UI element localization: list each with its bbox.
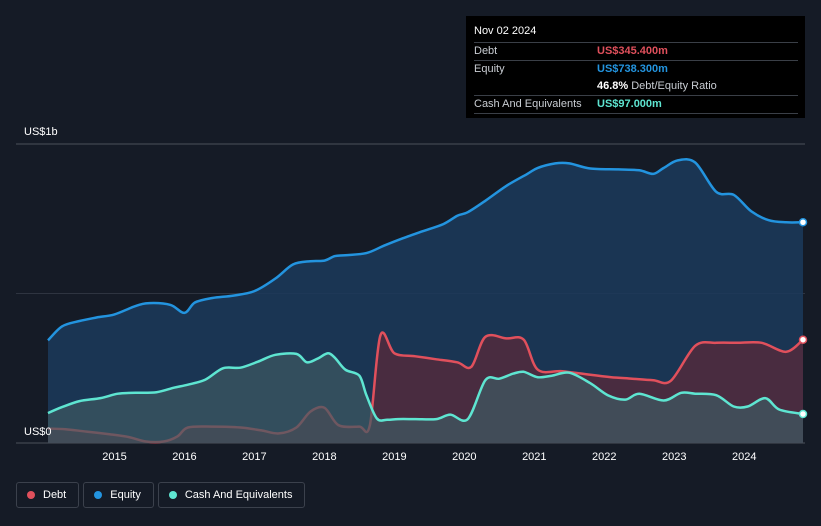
cash-dot-icon — [168, 491, 177, 499]
x-tick-label-2016: 2016 — [172, 451, 196, 463]
axis-layer: US$1b US$0 2015 2016 2017 2018 2019 2020 2021 2… — [24, 126, 756, 463]
x-tick-label-2022: 2022 — [592, 451, 616, 463]
tooltip-row-cash: Cash And Equivalents US$97.000m — [474, 95, 798, 114]
hover-tooltip: Nov 02 2024 Debt US$345.400m Equity US$7… — [466, 16, 805, 118]
series-line-equity — [47, 158, 804, 342]
tooltip-ratio-value: 46.8% — [597, 80, 629, 92]
debt-dot-icon — [27, 491, 35, 499]
tooltip-ratio-spacer — [474, 78, 597, 95]
x-tick-label-2024: 2024 — [732, 451, 756, 463]
x-tick-label-2017: 2017 — [242, 451, 266, 463]
tooltip-equity-label: Equity — [474, 63, 505, 75]
legend-cash-label: Cash And Equivalents — [184, 489, 293, 501]
series-line-cash-and-equivalents — [47, 352, 804, 422]
legend-item-cash[interactable]: Cash And Equivalents — [157, 482, 306, 508]
series-area-cash-and-equivalents — [48, 353, 803, 443]
series-end-marker-cash-and-equivalents — [798, 409, 808, 419]
series-layer — [47, 158, 804, 444]
end-markers — [798, 217, 808, 419]
tooltip-cash-label: Cash And Equivalents — [474, 98, 582, 110]
tooltip-date: Nov 02 2024 — [474, 25, 537, 37]
legend-item-debt[interactable]: Debt — [16, 482, 80, 508]
x-tick-label-2021: 2021 — [522, 451, 546, 463]
series-end-marker-equity — [798, 217, 808, 227]
tooltip-equity-value: US$738.300m — [597, 63, 668, 75]
tooltip-row-equity: Equity US$738.300m — [474, 60, 798, 78]
tooltip-row-ratio: 46.8% Debt/Equity Ratio — [474, 78, 798, 95]
legend-debt-label: Debt — [43, 489, 67, 501]
x-tick-label-2015: 2015 — [102, 451, 126, 463]
x-tick-label-2018: 2018 — [312, 451, 336, 463]
chart-legend: Debt Equity Cash And Equivalents — [16, 482, 306, 508]
y-axis-bottom-label: US$0 — [24, 426, 52, 438]
tooltip-debt-label: Debt — [474, 45, 498, 57]
x-tick-label-2023: 2023 — [662, 451, 686, 463]
equity-dot-icon — [94, 491, 103, 499]
tooltip-ratio-label: Debt/Equity Ratio — [631, 80, 717, 92]
tooltip-cash-value: US$97.000m — [597, 98, 662, 110]
tooltip-debt-value: US$345.400m — [597, 45, 668, 57]
tooltip-row-debt: Debt US$345.400m — [474, 42, 798, 60]
x-tick-label-2019: 2019 — [382, 451, 406, 463]
y-axis-top-label: US$1b — [24, 126, 58, 138]
x-tick-label-2020: 2020 — [452, 451, 476, 463]
series-end-marker-debt — [798, 335, 808, 344]
legend-item-equity[interactable]: Equity — [83, 482, 154, 508]
legend-equity-label: Equity — [110, 489, 141, 501]
